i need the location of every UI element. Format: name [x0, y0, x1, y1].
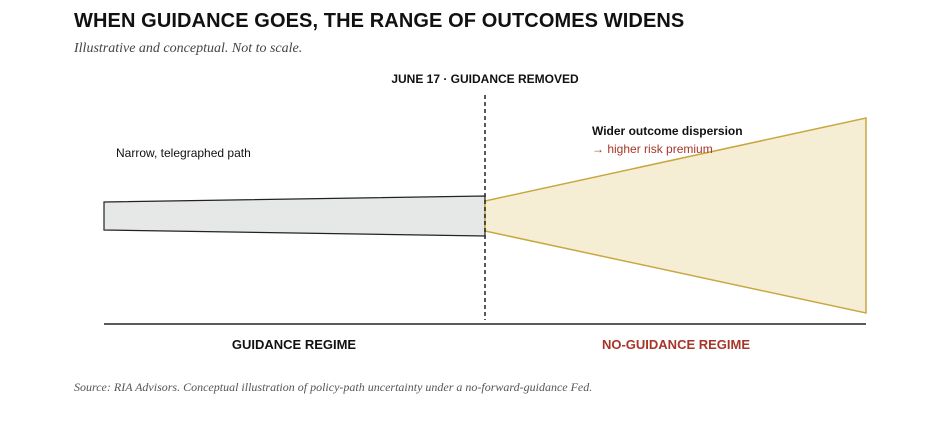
chart-title: WHEN GUIDANCE GOES, THE RANGE OF OUTCOME… — [74, 10, 685, 32]
risk-premium-label: → higher risk premium — [592, 142, 713, 156]
event-label: JUNE 17 · GUIDANCE REMOVED — [391, 72, 579, 86]
source-note: Source: RIA Advisors. Conceptual illustr… — [74, 380, 593, 394]
chart-subtitle: Illustrative and conceptual. Not to scal… — [74, 41, 303, 56]
dispersion-label: Wider outcome dispersion — [592, 124, 743, 138]
narrow-path-label: Narrow, telegraphed path — [116, 146, 251, 160]
no-guidance-regime-label: NO-GUIDANCE REGIME — [602, 337, 750, 352]
guidance-regime-label: GUIDANCE REGIME — [232, 337, 357, 352]
narrow-path-band — [103, 195, 486, 237]
